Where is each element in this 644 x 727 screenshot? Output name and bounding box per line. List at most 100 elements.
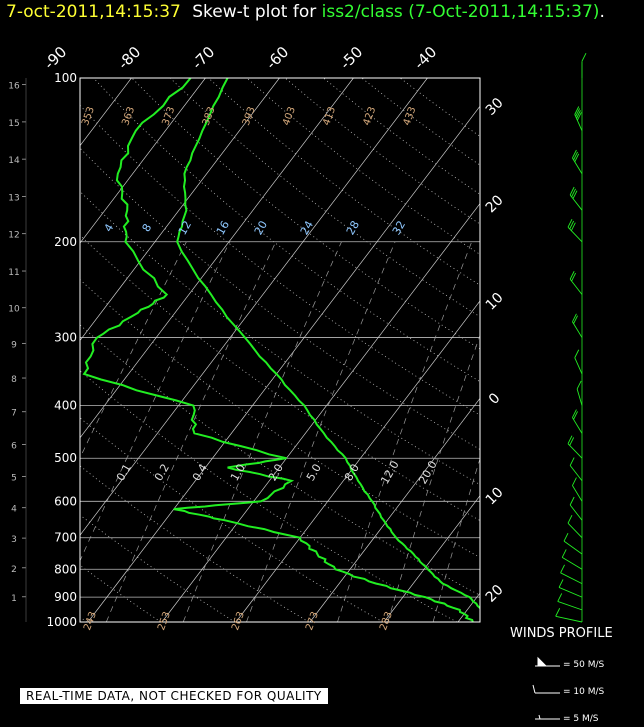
wind-barb-flag — [569, 220, 575, 230]
wind-barb-flag — [574, 153, 580, 162]
dry-adiabat-line — [80, 370, 458, 622]
wind-legend-5-icon — [535, 714, 560, 720]
dry-adiabat-line — [131, 78, 480, 350]
wind-barb — [576, 388, 583, 406]
height-tick-label: 15 — [8, 119, 19, 129]
mixing-ratio-label: 0.2 — [152, 462, 172, 484]
wind-barb — [569, 194, 583, 211]
wind-barb-flag — [569, 496, 575, 506]
pressure-tick-label: 400 — [54, 399, 77, 413]
theta-label: 413 — [321, 105, 338, 127]
pressure-tick-label: 500 — [54, 451, 77, 465]
theta-label: 423 — [361, 105, 378, 127]
height-tick-label: 9 — [11, 340, 17, 350]
mixing-ratio-line — [80, 241, 231, 562]
height-tick-label: 16 — [8, 82, 20, 92]
dewpoint-trace — [82, 78, 474, 622]
wind-barb-flag — [558, 579, 564, 588]
isotherm-line — [80, 78, 280, 341]
top-temp-label: -50 — [336, 43, 366, 73]
isotherm-line — [383, 495, 480, 622]
wind-barb — [569, 278, 583, 295]
wind-barb — [572, 321, 583, 338]
mixing-ratio-label: 20.0 — [416, 459, 440, 487]
dry-adiabat-line — [80, 279, 480, 558]
mixing-ratio-line — [387, 334, 480, 622]
wind-barb-flag — [569, 457, 575, 466]
dry-adiabat-line — [80, 147, 480, 450]
top-temp-label: -70 — [188, 43, 218, 73]
wind-barb — [560, 572, 583, 585]
theta-label: 283 — [378, 610, 395, 632]
wind-barb-flag — [567, 514, 573, 524]
wind-barb-flag — [572, 313, 577, 322]
wind-barb-flag — [557, 593, 563, 602]
isotherm-line — [235, 300, 480, 622]
wind-barb-flag — [563, 532, 569, 542]
wind-barb — [557, 601, 583, 611]
mixing-ratio-line — [432, 457, 480, 622]
wind-barb-flag — [571, 188, 576, 198]
wind-barb — [561, 557, 583, 570]
height-tick-label: 5 — [11, 474, 17, 484]
header-source: iss2/class (7-Oct-2011,14:15:37) — [321, 2, 600, 22]
mixing-ratio-grid — [80, 241, 480, 622]
pressure-tick-label: 900 — [54, 590, 77, 604]
dry-adiabat-line — [399, 78, 480, 137]
theta-label: 403 — [281, 105, 298, 127]
wind-legend-5: = 5 M/S — [563, 714, 599, 724]
top-temp-label: -40 — [410, 43, 440, 73]
right-temp-label: 10 — [483, 484, 507, 508]
mixing-ratio-line — [80, 241, 187, 459]
dry-adiabat-line — [284, 78, 480, 225]
wind-legend-50: = 50 M/S — [563, 660, 605, 670]
isotherm-line — [457, 592, 480, 622]
wind-barb — [567, 522, 583, 539]
wind-barb-flag — [572, 409, 577, 418]
dry-adiabat-line — [323, 78, 480, 195]
wind-barb-flag — [561, 549, 567, 558]
mixing-ratio-label: 8 — [140, 222, 155, 235]
mixing-ratio-label: 2.0 — [266, 462, 286, 484]
top-temp-label: -90 — [40, 43, 70, 73]
height-tick-label: 3 — [11, 535, 17, 545]
mixing-ratio-line — [337, 241, 473, 622]
dry-adiabat-line — [80, 514, 236, 622]
winds-profile-title: WINDS PROFILE — [510, 626, 613, 641]
wind-barb — [569, 465, 583, 482]
axis-labels: 1002003004005006007008009001000123456789… — [8, 43, 507, 632]
theta-label: 383 — [201, 105, 218, 127]
pressure-tick-label: 1000 — [46, 615, 77, 629]
height-tick-label: 8 — [11, 375, 17, 385]
height-tick-label: 14 — [8, 156, 20, 166]
mixing-ratio-line — [246, 241, 396, 622]
mixing-ratio-label: 5.0 — [304, 462, 324, 484]
theta-label: 373 — [161, 105, 178, 127]
mixing-ratio-label: 28 — [344, 219, 362, 238]
right-temp-label: 0 — [486, 390, 504, 408]
dry-adiabat-line — [246, 78, 480, 255]
wind-barb-flag — [572, 149, 577, 159]
wind-barb — [558, 587, 583, 598]
theta-label: 393 — [241, 105, 258, 127]
mixing-ratio-label: 12 — [176, 219, 194, 238]
isotherm-line — [80, 78, 428, 536]
wind-barb-flag — [572, 190, 578, 199]
pressure-tick-label: 700 — [54, 531, 77, 545]
wind-legend-10: = 10 M/S — [563, 687, 605, 697]
isotherm-line — [87, 105, 480, 622]
top-temp-label: -80 — [114, 43, 144, 73]
wind-barb-flag — [574, 106, 580, 115]
wind-barb-flag — [581, 52, 587, 62]
wind-barb-flag — [575, 108, 581, 117]
pressure-tick-label: 100 — [54, 71, 77, 85]
theta-label: 273 — [304, 610, 321, 632]
isotherm-line — [80, 78, 206, 244]
height-tick-label: 11 — [8, 268, 19, 278]
isotherm-line — [606, 78, 644, 622]
wind-barb — [572, 417, 583, 434]
wind-barb-flag — [570, 222, 576, 231]
isotherm-line — [80, 78, 354, 439]
dry-adiabat-line — [361, 78, 480, 166]
